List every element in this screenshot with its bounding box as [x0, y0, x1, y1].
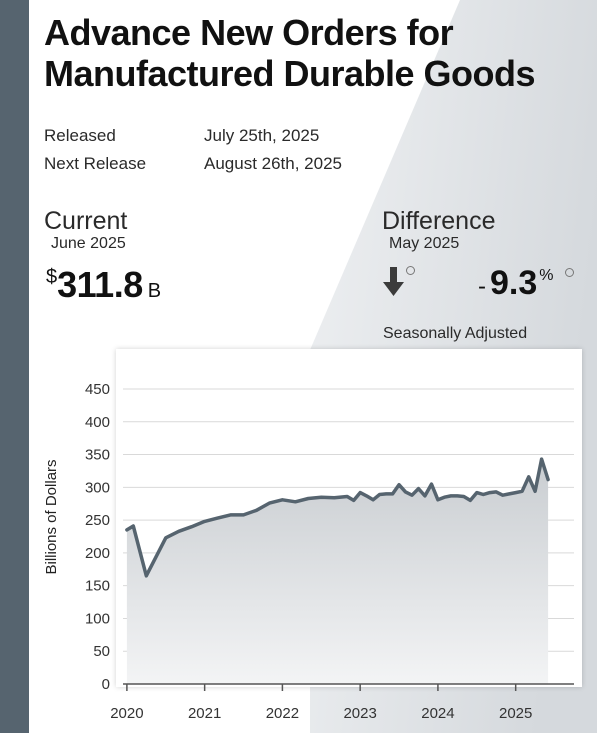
y-tick-label: 450 [85, 381, 110, 398]
y-axis-label: Billions of Dollars [43, 459, 60, 574]
y-tick-label: 0 [102, 676, 110, 693]
next-release-value: August 26th, 2025 [204, 154, 343, 173]
side-bar [0, 0, 29, 733]
y-tick-label: 100 [85, 610, 110, 627]
x-tick-label: 2025 [499, 705, 532, 722]
arrow-down-icon [383, 267, 404, 296]
y-tick-label: 400 [85, 414, 110, 431]
released-label: Released [44, 126, 116, 145]
title-line-1: Advance New Orders for [44, 12, 454, 53]
x-tick-label: 2020 [110, 705, 143, 722]
y-tick-label: 350 [85, 447, 110, 464]
difference-number: 9.3 [490, 264, 538, 302]
title-line-2: Manufactured Durable Goods [44, 53, 536, 94]
y-tick-label: 200 [85, 545, 110, 562]
page-title: Advance New Orders for Manufactured Dura… [44, 12, 536, 94]
next-release-label: Next Release [44, 154, 147, 173]
x-tick-label: 2021 [188, 705, 221, 722]
x-tick-label: 2024 [421, 705, 454, 722]
series-line [125, 457, 550, 578]
difference-value: -9.3% [478, 264, 554, 303]
current-heading: Current [44, 207, 128, 235]
current-number: 311.8 [57, 264, 143, 305]
released-value: July 25th, 2025 [204, 126, 320, 145]
y-tick-label: 250 [85, 512, 110, 529]
info-circle-icon[interactable] [406, 266, 415, 275]
x-tick-label: 2023 [343, 705, 376, 722]
difference-heading: Difference [382, 207, 496, 235]
currency-symbol: $ [46, 266, 58, 288]
current-unit: B [147, 280, 162, 302]
difference-period: May 2025 [389, 235, 460, 252]
current-period: June 2025 [51, 235, 126, 252]
y-tick-label: 50 [93, 643, 110, 660]
current-value: $311.8 B [46, 264, 161, 306]
y-tick-label: 300 [85, 479, 110, 496]
y-tick-label: 150 [85, 578, 110, 595]
difference-sign: - [478, 273, 486, 300]
seasonally-adjusted-note: Seasonally Adjusted [383, 325, 528, 342]
info-circle-icon[interactable] [565, 268, 574, 277]
difference-unit: % [539, 267, 554, 284]
x-tick-label: 2022 [266, 705, 299, 722]
